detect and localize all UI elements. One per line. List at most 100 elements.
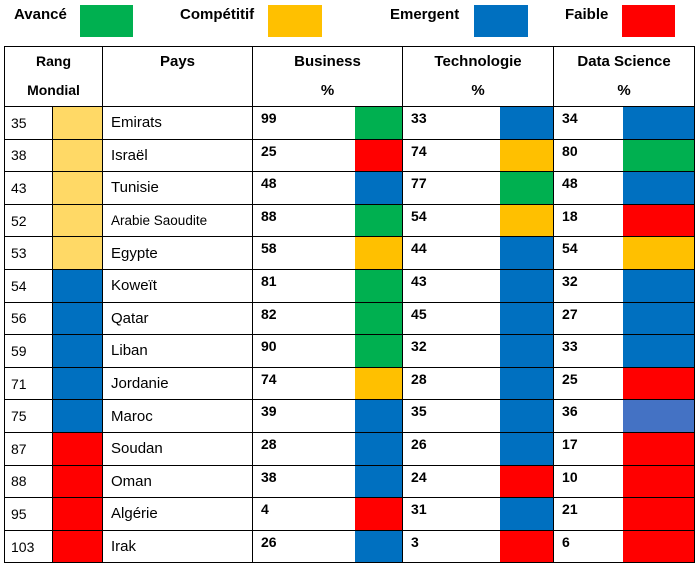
rank-cell: 56 bbox=[4, 301, 53, 336]
business-color-swatch bbox=[354, 236, 404, 270]
technologie-value-cell: 74 bbox=[402, 138, 500, 173]
datascience-value-cell: 36 bbox=[553, 399, 623, 433]
rank-cell: 54 bbox=[4, 268, 53, 303]
country-cell: Algérie bbox=[102, 497, 254, 531]
business-value-cell: 26 bbox=[252, 529, 355, 563]
country-cell: Tunisie bbox=[102, 171, 254, 205]
country-cell: Koweït bbox=[102, 268, 254, 303]
datascience-color-swatch bbox=[622, 431, 696, 466]
rank-cell: 52 bbox=[4, 203, 53, 238]
rank-cell: 88 bbox=[4, 464, 53, 499]
datascience-color-swatch bbox=[622, 138, 696, 173]
table-row: 59 Liban 90 32 33 bbox=[4, 334, 696, 368]
technologie-color-swatch bbox=[499, 366, 555, 401]
technologie-color-swatch bbox=[499, 236, 555, 270]
table-row: 52 Arabie Saoudite 88 54 18 bbox=[4, 203, 696, 238]
rank-color-swatch bbox=[52, 529, 104, 563]
datascience-value-cell: 80 bbox=[553, 138, 623, 173]
rank-color-swatch bbox=[52, 497, 104, 531]
header-rang-mondial: Rang Mondial bbox=[3, 46, 104, 107]
country-cell: Oman bbox=[102, 464, 254, 499]
business-value-cell: 39 bbox=[252, 399, 355, 433]
datascience-color-swatch bbox=[622, 334, 696, 368]
rank-cell: 35 bbox=[4, 106, 53, 140]
technologie-color-swatch bbox=[499, 268, 555, 303]
rank-cell: 103 bbox=[4, 529, 53, 563]
technologie-color-swatch bbox=[499, 301, 555, 336]
technologie-value-cell: 24 bbox=[402, 464, 500, 499]
datascience-value-cell: 27 bbox=[553, 301, 623, 336]
datascience-color-swatch bbox=[622, 236, 696, 270]
business-value-cell: 58 bbox=[252, 236, 355, 270]
datascience-value-cell: 48 bbox=[553, 171, 623, 205]
datascience-value-cell: 54 bbox=[553, 236, 623, 270]
business-value-cell: 48 bbox=[252, 171, 355, 205]
legend-swatch-avance bbox=[80, 5, 133, 37]
datascience-value-cell: 17 bbox=[553, 431, 623, 466]
country-cell: Maroc bbox=[102, 399, 254, 433]
business-color-swatch bbox=[354, 366, 404, 401]
business-color-swatch bbox=[354, 268, 404, 303]
datascience-color-swatch bbox=[622, 301, 696, 336]
business-color-swatch bbox=[354, 203, 404, 238]
business-color-swatch bbox=[354, 301, 404, 336]
legend-label-competitif: Compétitif bbox=[180, 6, 255, 23]
table-row: 56 Qatar 82 45 27 bbox=[4, 301, 696, 336]
business-color-swatch bbox=[354, 431, 404, 466]
datascience-value-cell: 32 bbox=[553, 268, 623, 303]
rank-color-swatch bbox=[52, 431, 104, 466]
business-value-cell: 25 bbox=[252, 138, 355, 173]
technologie-color-swatch bbox=[499, 464, 555, 499]
technologie-value-cell: 43 bbox=[402, 268, 500, 303]
rank-color-swatch bbox=[52, 464, 104, 499]
technologie-value-cell: 28 bbox=[402, 366, 500, 401]
table-row: 54 Koweït 81 43 32 bbox=[4, 268, 696, 303]
datascience-color-swatch bbox=[622, 171, 696, 205]
business-value-cell: 82 bbox=[252, 301, 355, 336]
datascience-value-cell: 33 bbox=[553, 334, 623, 368]
datascience-value-cell: 18 bbox=[553, 203, 623, 238]
datascience-value-cell: 6 bbox=[553, 529, 623, 563]
technologie-value-cell: 33 bbox=[402, 106, 500, 140]
technologie-value-cell: 31 bbox=[402, 497, 500, 531]
business-value-cell: 81 bbox=[252, 268, 355, 303]
business-color-swatch bbox=[354, 399, 404, 433]
header-rang-line2: Mondial bbox=[27, 82, 80, 98]
table-row: 75 Maroc 39 35 36 bbox=[4, 399, 696, 433]
country-cell: Egypte bbox=[102, 236, 254, 270]
rank-cell: 59 bbox=[4, 334, 53, 368]
rank-color-swatch bbox=[52, 366, 104, 401]
datascience-value-cell: 10 bbox=[553, 464, 623, 499]
country-cell: Soudan bbox=[102, 431, 254, 466]
country-cell: Israël bbox=[102, 138, 254, 173]
legend-label-emergent: Emergent bbox=[390, 6, 460, 23]
rank-color-swatch bbox=[52, 399, 104, 433]
technologie-value-cell: 35 bbox=[402, 399, 500, 433]
technologie-color-swatch bbox=[499, 431, 555, 466]
rank-cell: 95 bbox=[4, 497, 53, 531]
technologie-color-swatch bbox=[499, 497, 555, 531]
datascience-value-cell: 25 bbox=[553, 366, 623, 401]
table-row: 88 Oman 38 24 10 bbox=[4, 464, 696, 499]
legend-label-faible: Faible bbox=[565, 6, 609, 23]
table-row: 38 Israël 25 74 80 bbox=[4, 138, 696, 173]
legend-swatch-faible bbox=[622, 5, 675, 37]
header-business-line2: % bbox=[320, 82, 335, 99]
datascience-color-swatch bbox=[622, 268, 696, 303]
technologie-color-swatch bbox=[499, 203, 555, 238]
datascience-color-swatch bbox=[622, 203, 696, 238]
datascience-color-swatch bbox=[622, 106, 696, 140]
header-datascience-line1: Data Science bbox=[577, 53, 671, 70]
technologie-color-swatch bbox=[499, 171, 555, 205]
rank-cell: 75 bbox=[4, 399, 53, 433]
header-pays: Pays bbox=[102, 46, 254, 107]
rank-cell: 71 bbox=[4, 366, 53, 401]
table-row: 43 Tunisie 48 77 48 bbox=[4, 171, 696, 205]
business-value-cell: 28 bbox=[252, 431, 355, 466]
legend-swatch-competitif bbox=[268, 5, 322, 37]
business-color-swatch bbox=[354, 106, 404, 140]
table-row: 95 Algérie 4 31 21 bbox=[4, 497, 696, 531]
technologie-value-cell: 26 bbox=[402, 431, 500, 466]
rank-color-swatch bbox=[52, 138, 104, 173]
business-color-swatch bbox=[354, 334, 404, 368]
